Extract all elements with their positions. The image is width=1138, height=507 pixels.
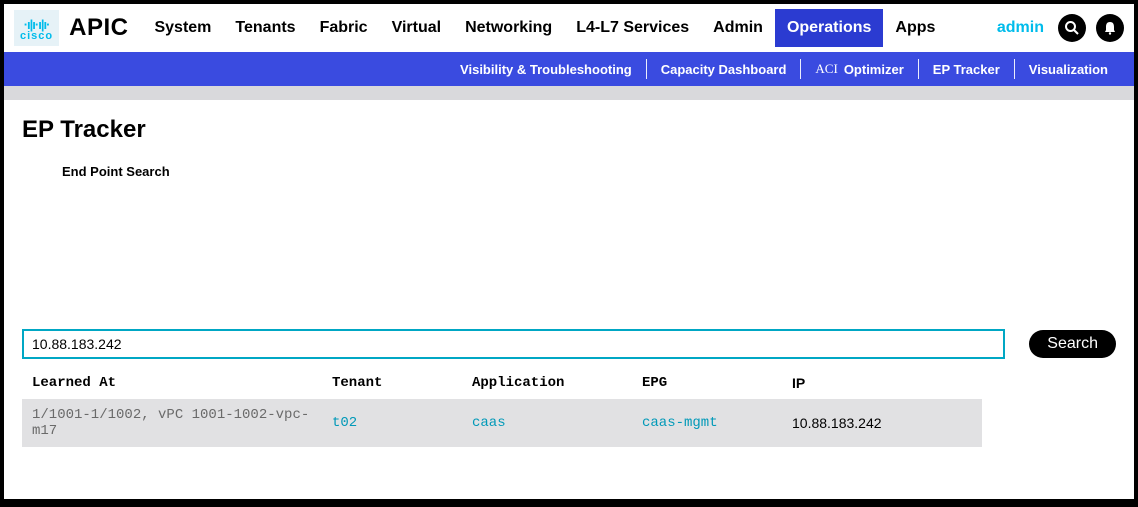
subnav-aci-prefix: ACI [815,61,837,77]
user-name[interactable]: admin [997,19,1044,37]
cisco-logo: ·ı|ı·ı|ı· cisco [14,10,59,46]
subnav-visualization[interactable]: Visualization [1015,59,1122,79]
page-title: EP Tracker [22,116,1116,144]
nav-networking[interactable]: Networking [453,9,564,47]
subnav-capacity[interactable]: Capacity Dashboard [647,59,801,79]
col-application: Application [472,375,642,391]
col-ip: IP [792,375,972,391]
cell-ip: 10.88.183.242 [792,415,972,431]
gray-divider-bar [4,86,1134,100]
nav-admin[interactable]: Admin [701,9,775,47]
table-header: Learned At Tenant Application EPG IP [22,367,982,399]
cell-epg[interactable]: caas-mgmt [642,415,792,431]
top-bar: ·ı|ı·ı|ı· cisco APIC System Tenants Fabr… [4,4,1134,52]
cell-learned-at: 1/1001-1/1002, vPC 1001-1002-vpc-m17 [32,407,332,439]
search-button[interactable]: Search [1029,330,1116,358]
cell-tenant[interactable]: t02 [332,415,472,431]
nav-apps[interactable]: Apps [883,9,947,47]
subnav-optimizer[interactable]: ACI Optimizer [801,59,917,79]
search-icon[interactable] [1058,14,1086,42]
main-nav: System Tenants Fabric Virtual Networking… [142,9,947,47]
cisco-logo-text: cisco [20,31,53,42]
top-right-controls: admin [997,14,1124,42]
cell-application[interactable]: caas [472,415,642,431]
nav-l4l7[interactable]: L4-L7 Services [564,9,701,47]
subnav-divider [918,59,919,79]
page-content: EP Tracker End Point Search Search Learn… [4,100,1134,447]
subnav-optimizer-label: Optimizer [844,62,904,77]
subnav-visibility[interactable]: Visibility & Troubleshooting [446,59,646,79]
table-row: 1/1001-1/1002, vPC 1001-1002-vpc-m17 t02… [22,399,982,447]
product-name: APIC [69,14,128,42]
endpoint-search-input[interactable] [22,329,1005,359]
bell-icon[interactable] [1096,14,1124,42]
subnav-divider [800,59,801,79]
subnav-divider [646,59,647,79]
nav-tenants[interactable]: Tenants [223,9,307,47]
results-table: Learned At Tenant Application EPG IP 1/1… [22,367,982,447]
col-tenant: Tenant [332,375,472,391]
nav-fabric[interactable]: Fabric [308,9,380,47]
page-subtitle: End Point Search [62,164,1116,179]
search-row: Search [22,329,1116,359]
nav-operations[interactable]: Operations [775,9,883,47]
subnav-divider [1014,59,1015,79]
sub-nav: Visibility & Troubleshooting Capacity Da… [4,52,1134,86]
nav-system[interactable]: System [142,9,223,47]
col-epg: EPG [642,375,792,391]
subnav-eptracker[interactable]: EP Tracker [919,59,1014,79]
nav-virtual[interactable]: Virtual [380,9,454,47]
col-learned-at: Learned At [32,375,332,391]
